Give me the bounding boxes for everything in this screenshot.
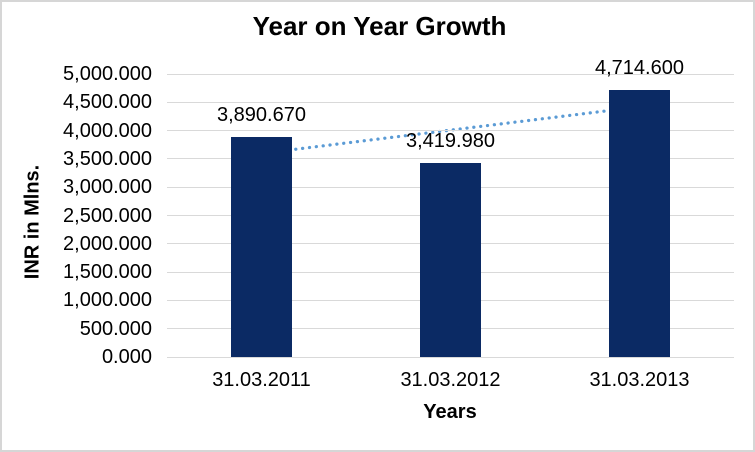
x-category-label: 31.03.2012 (400, 369, 501, 391)
x-category-label: 31.03.2011 (212, 369, 311, 391)
x-category-label: 31.03.2013 (589, 369, 690, 391)
y-tick-label: 0.000 (101, 346, 152, 368)
gridline (167, 356, 734, 358)
y-tick-label: 1,000.000 (63, 289, 152, 312)
gridline (167, 101, 734, 103)
gridline (167, 73, 734, 75)
y-tick-label: 3,000.000 (63, 176, 152, 199)
y-tick-label: 4,500.000 (63, 91, 152, 114)
y-tick-label: 2,500.000 (63, 204, 152, 227)
bar-value-label: 4,714.600 (595, 57, 684, 80)
y-tick-label: 2,000.000 (63, 232, 152, 255)
bar (420, 163, 481, 357)
y-tick-label: 4,000.000 (63, 119, 152, 142)
y-tick-label: 5,000.000 (63, 63, 152, 85)
gridline (167, 158, 734, 160)
bar (609, 90, 670, 357)
bar (231, 136, 292, 357)
bar-value-label: 3,419.980 (406, 130, 495, 153)
y-tick-label: 3,500.000 (63, 147, 152, 170)
y-tick-label: 1,500.000 (63, 261, 152, 284)
chart-title: Year on Year Growth (252, 11, 507, 41)
x-axis-title: Years (423, 401, 477, 423)
bar-value-label: 3,890.670 (217, 103, 306, 126)
gridline (167, 130, 734, 132)
y-tick-label: 500.000 (79, 317, 152, 340)
